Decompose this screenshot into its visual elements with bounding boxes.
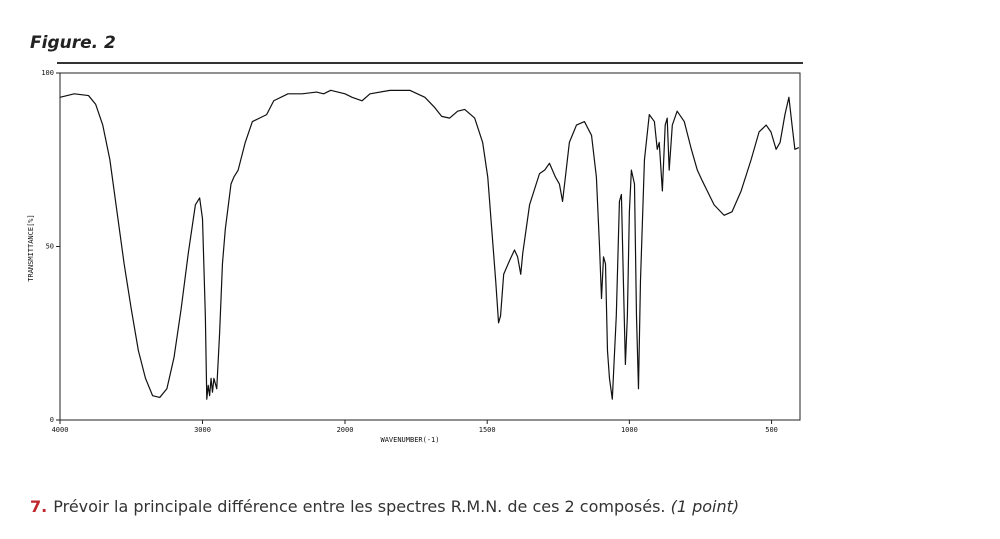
x-tick-label: 1500 <box>479 426 496 434</box>
x-tick-label: 3000 <box>194 426 211 434</box>
question-points: (1 point) <box>670 497 740 516</box>
spectrum-line <box>59 89 800 400</box>
x-tick-label: 1000 <box>621 426 638 434</box>
y-tick-label: 0 <box>50 416 54 424</box>
question-text: Prévoir la principale différence entre l… <box>53 497 666 516</box>
x-tick-label: 500 <box>765 426 778 434</box>
y-tick-label: 100 <box>41 69 54 77</box>
x-tick-label: 2000 <box>337 426 354 434</box>
y-tick-label: 50 <box>46 243 54 251</box>
plot-frame <box>59 72 801 421</box>
x-axis-label: WAVENUMBER(-1) <box>380 436 439 444</box>
y-axis-label: TRANSMITTANCE[%] <box>27 214 35 281</box>
x-tick-label: 4000 <box>52 426 69 434</box>
figure-label: Figure. 2 <box>30 33 116 53</box>
question: 7. Prévoir la principale différence entre… <box>30 497 739 516</box>
question-number: 7. <box>30 497 48 516</box>
